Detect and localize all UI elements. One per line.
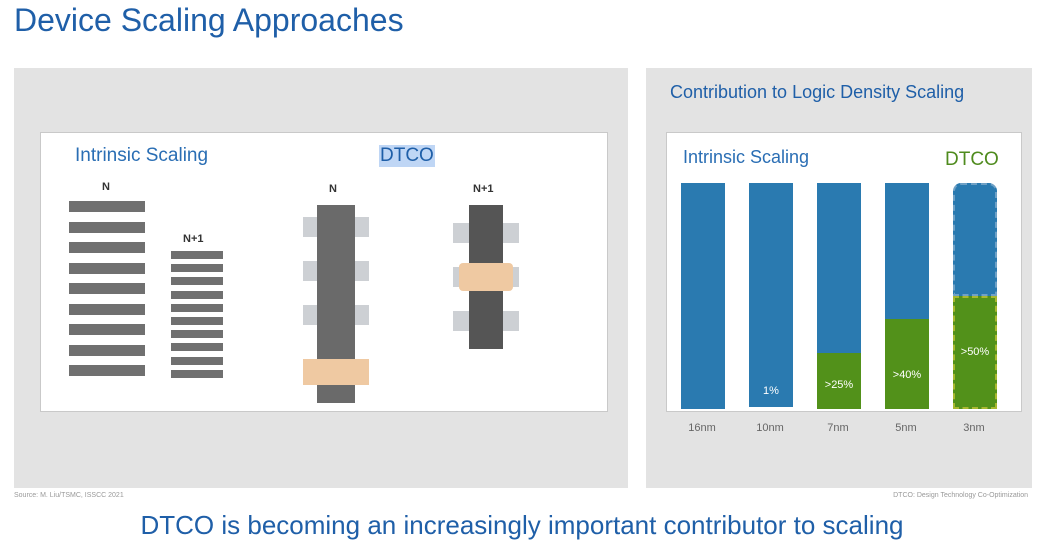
bar-dtco-7nm [817, 352, 861, 409]
bar-intrinsic-10nm [749, 183, 793, 407]
dtco-n-label: N [329, 183, 337, 195]
fin [355, 217, 369, 237]
metal-line [171, 251, 223, 259]
intrinsic-n1-label: N+1 [183, 233, 204, 245]
source-footnote: Source: M. Liu/TSMC, ISSCC 2021 [14, 492, 124, 499]
contribution-panel: Contribution to Logic Density Scaling In… [646, 68, 1032, 499]
bar-value-label: >40% [892, 368, 922, 381]
metal-line [171, 290, 223, 299]
bar-intrinsic-3nm [953, 183, 997, 296]
contact-block [303, 359, 369, 385]
page-title: Device Scaling Approaches [14, 2, 404, 38]
metal-line [171, 343, 223, 352]
dtco-label: DTCO [379, 145, 435, 167]
bar-value-label: 1% [763, 385, 779, 397]
tick-label-16nm: 16nm [688, 422, 716, 434]
dtco-n1-label: N+1 [473, 183, 494, 195]
chart-intrinsic-label: Intrinsic Scaling [683, 147, 810, 167]
bar-dtco-3nm [953, 296, 997, 409]
fin [355, 261, 369, 281]
fin [303, 305, 317, 325]
metal-line [69, 262, 145, 274]
metal-line [69, 324, 145, 335]
metal-line [69, 221, 145, 233]
approaches-diagram: Intrinsic Scaling DTCO N N+1 N N+1 [40, 132, 608, 412]
bar-intrinsic-16nm [681, 183, 725, 409]
metal-line [69, 201, 145, 212]
bottom-message: DTCO is becoming an increasingly importa… [140, 510, 904, 540]
metal-line [69, 344, 145, 356]
metal-line [171, 317, 223, 325]
metal-line [171, 303, 223, 312]
metal-line [69, 283, 145, 294]
metal-line [69, 303, 145, 315]
bar-value-label: >50% [960, 346, 990, 358]
metal-line [171, 277, 223, 286]
contact-block [459, 263, 513, 291]
chart-title: Contribution to Logic Density Scaling [670, 82, 965, 102]
fin [355, 305, 369, 325]
fin [303, 261, 317, 281]
tick-label-3nm: 3nm [963, 422, 985, 434]
bar-intrinsic-7nm [817, 183, 861, 353]
contribution-chart: Intrinsic Scaling DTCO 1% >25% >40% >50% [666, 132, 1022, 412]
bar-value-label: >25% [824, 378, 854, 391]
metal-line [171, 356, 223, 365]
intrinsic-n-label: N [102, 181, 110, 193]
bar-dtco-5nm [885, 318, 929, 409]
metal-line [171, 264, 223, 273]
dtco-definition-footnote: DTCO: Design Technology Co-Optimization [893, 492, 1028, 499]
metal-line [69, 365, 145, 376]
bar-intrinsic-5nm [885, 183, 929, 319]
metal-line [171, 369, 223, 378]
metal-line [171, 330, 223, 339]
intrinsic-scaling-label: Intrinsic Scaling [75, 145, 209, 166]
tick-label-5nm: 5nm [895, 422, 917, 434]
tick-label-10nm: 10nm [756, 422, 784, 434]
tick-label-7nm: 7nm [827, 422, 849, 434]
fin [303, 217, 317, 237]
approaches-panel: Intrinsic Scaling DTCO N N+1 N N+1 [14, 68, 628, 499]
metal-line [69, 242, 145, 253]
chart-dtco-label: DTCO [945, 149, 999, 170]
